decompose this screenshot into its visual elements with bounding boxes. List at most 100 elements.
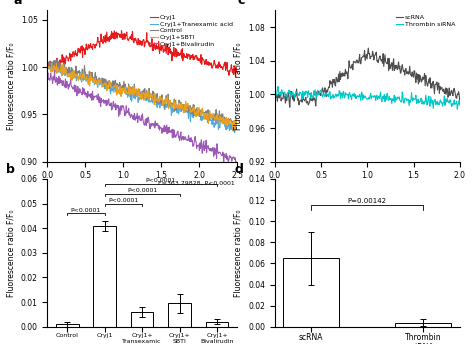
- Line: Cryj1+Tranexamic acid: Cryj1+Tranexamic acid: [47, 64, 237, 132]
- X-axis label: Time (minutes): Time (minutes): [110, 186, 174, 195]
- Cryj1+Tranexamic acid: [68, 74, 73, 78]
- Cryj1+SBTI: [107, 80, 112, 84]
- X-axis label: Time (minutes): Time (minutes): [336, 186, 399, 195]
- Cryj1+SBTI: [230, 129, 236, 133]
- Cryj1: [234, 66, 240, 71]
- Legend: Cryj1, Cryj1+Tranexamic acid, Control, Cryj1+SBTI, Cryj1+Bivalirudin: Cryj1, Cryj1+Tranexamic acid, Control, C…: [149, 13, 234, 48]
- Cryj1+SBTI: [45, 65, 50, 69]
- Cryj1+Tranexamic acid: [234, 122, 240, 127]
- scRNA: [383, 60, 388, 64]
- Text: b: b: [6, 163, 15, 176]
- Control: [54, 57, 60, 62]
- Cryj1+Bivalirudin: [234, 162, 240, 166]
- Text: F=363.79828, P<0.0001: F=363.79828, P<0.0001: [158, 180, 235, 185]
- Cryj1: [45, 64, 50, 68]
- Y-axis label: Fluorescence ratio F/F₀: Fluorescence ratio F/F₀: [6, 209, 15, 297]
- Cryj1+SBTI: [182, 103, 188, 107]
- Line: Cryj1+Bivalirudin: Cryj1+Bivalirudin: [47, 71, 237, 164]
- Bar: [56, 324, 79, 327]
- Cryj1: [233, 74, 238, 78]
- Text: P<0.0001: P<0.0001: [71, 208, 101, 213]
- Bar: [93, 226, 116, 327]
- Cryj1+Bivalirudin: [120, 105, 126, 109]
- Cryj1+Bivalirudin: [221, 162, 227, 166]
- Cryj1+Tranexamic acid: [45, 62, 50, 66]
- Thrombin siRNA: [457, 103, 463, 107]
- Cryj1+Bivalirudin: [45, 75, 50, 79]
- Cryj1+Tranexamic acid: [164, 103, 170, 107]
- Line: Thrombin siRNA: Thrombin siRNA: [275, 86, 460, 109]
- Text: P=0.00142: P=0.00142: [348, 198, 387, 204]
- Thrombin siRNA: [440, 101, 446, 105]
- Bar: [206, 322, 228, 327]
- Text: P<0.0001: P<0.0001: [109, 198, 138, 203]
- Y-axis label: Fluorescence ratio F/F₀: Fluorescence ratio F/F₀: [234, 42, 243, 130]
- Text: P<0.0001: P<0.0001: [146, 178, 176, 183]
- Cryj1+Tranexamic acid: [107, 80, 112, 84]
- Control: [182, 104, 188, 108]
- Cryj1: [67, 53, 73, 57]
- Cryj1+Bivalirudin: [183, 137, 189, 141]
- Cryj1+Bivalirudin: [182, 136, 188, 140]
- Cryj1: [182, 55, 188, 60]
- Thrombin siRNA: [428, 98, 434, 103]
- scRNA: [273, 93, 278, 97]
- Cryj1: [106, 40, 112, 44]
- Text: P<0.0001: P<0.0001: [127, 188, 157, 193]
- Bar: [395, 323, 451, 327]
- Cryj1+Tranexamic acid: [120, 88, 126, 93]
- Legend: scRNA, Thrombin siRNA: scRNA, Thrombin siRNA: [394, 13, 456, 28]
- scRNA: [272, 95, 278, 99]
- Cryj1+Bivalirudin: [107, 104, 112, 108]
- scRNA: [441, 87, 447, 91]
- Cryj1+SBTI: [164, 100, 170, 104]
- Y-axis label: Fluorescence ratio F/F₀: Fluorescence ratio F/F₀: [234, 209, 243, 297]
- Thrombin siRNA: [275, 84, 281, 88]
- Thrombin siRNA: [386, 98, 392, 102]
- Bar: [283, 258, 339, 327]
- Cryj1+Tranexamic acid: [182, 110, 188, 114]
- Line: Cryj1+SBTI: Cryj1+SBTI: [47, 63, 237, 131]
- Cryj1: [183, 55, 189, 59]
- Cryj1: [118, 29, 124, 33]
- scRNA: [287, 105, 292, 109]
- scRNA: [383, 61, 389, 65]
- Thrombin siRNA: [383, 95, 388, 99]
- Cryj1+Bivalirudin: [164, 132, 170, 136]
- Cryj1+SBTI: [68, 76, 73, 80]
- Bar: [168, 303, 191, 327]
- scRNA: [365, 46, 371, 50]
- Cryj1: [164, 42, 170, 46]
- Line: scRNA: scRNA: [275, 48, 460, 107]
- Line: Cryj1: Cryj1: [47, 31, 237, 76]
- Control: [183, 102, 189, 106]
- Control: [164, 100, 170, 104]
- Cryj1+Bivalirudin: [68, 78, 73, 82]
- Cryj1+Tranexamic acid: [183, 110, 189, 114]
- scRNA: [429, 86, 435, 90]
- Cryj1+SBTI: [49, 61, 55, 65]
- Cryj1: [120, 32, 126, 36]
- Cryj1+Tranexamic acid: [232, 130, 237, 135]
- Thrombin siRNA: [272, 90, 278, 94]
- Bar: [131, 312, 154, 327]
- scRNA: [386, 56, 392, 61]
- Text: a: a: [13, 0, 22, 7]
- Line: Control: Control: [47, 60, 237, 127]
- Y-axis label: Fluorescence ratio F/F₀: Fluorescence ratio F/F₀: [6, 42, 15, 130]
- Control: [68, 71, 73, 75]
- Control: [120, 86, 126, 90]
- Thrombin siRNA: [455, 107, 460, 111]
- Control: [107, 85, 112, 89]
- Cryj1+SBTI: [183, 99, 189, 103]
- Cryj1+Bivalirudin: [52, 68, 57, 73]
- Thrombin siRNA: [273, 95, 278, 99]
- Control: [234, 122, 240, 126]
- Thrombin siRNA: [382, 99, 388, 104]
- Cryj1+Tranexamic acid: [55, 62, 61, 66]
- Control: [229, 125, 235, 129]
- Cryj1+SBTI: [120, 87, 126, 91]
- scRNA: [457, 100, 463, 104]
- Text: d: d: [234, 163, 243, 176]
- Control: [45, 65, 50, 69]
